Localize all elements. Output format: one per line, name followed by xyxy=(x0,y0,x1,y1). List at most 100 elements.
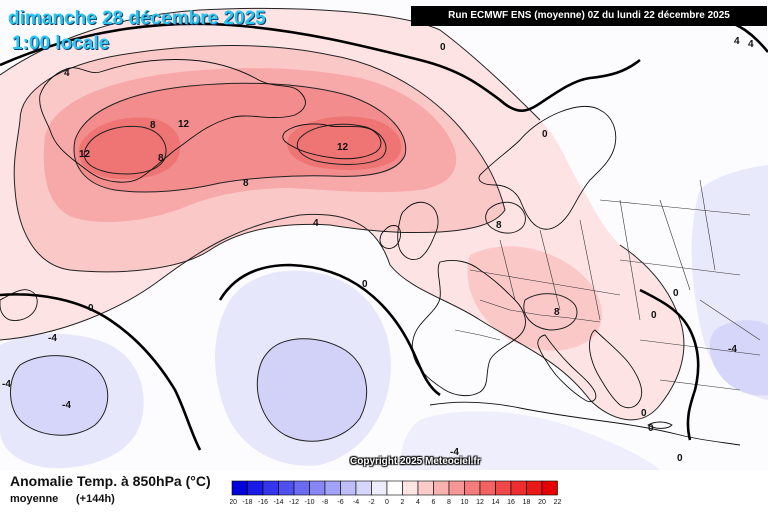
variable-title: Anomalie Temp. à 850hPa (°C) xyxy=(10,473,211,489)
color-scale-tick-label: 12 xyxy=(476,499,484,506)
color-scale-tick-label: 16 xyxy=(507,499,515,506)
thick-line-east xyxy=(639,288,700,441)
temperature-anomaly-map: 0 4 8 12 12 8 12 8 4 0 8 0 0 8 0 0 -4 -4… xyxy=(0,7,768,470)
forecast-date-title: dimanche 28 décembre 2025 xyxy=(8,8,266,29)
forecast-time-title: 1:00 locale xyxy=(12,33,110,54)
color-scale-swatch xyxy=(495,480,512,496)
coastlines xyxy=(0,59,741,446)
contour-label: 8 xyxy=(150,120,156,131)
color-scale-tick-label: -8 xyxy=(322,499,328,506)
contour-label: 4 xyxy=(313,218,319,229)
color-scale-tick-label: -14 xyxy=(273,499,283,506)
color-scale-swatch xyxy=(355,480,372,496)
country-borders xyxy=(454,179,761,391)
color-scale-swatch xyxy=(448,480,465,496)
cold-anomaly-mid-atlantic-core xyxy=(257,338,367,442)
contour-eight-europe xyxy=(485,201,526,234)
color-scale-swatch xyxy=(340,480,357,496)
contour-label: 8 xyxy=(158,153,164,164)
contour-label: 0 xyxy=(677,453,683,464)
color-scale-swatch xyxy=(479,480,496,496)
contour-label: 12 xyxy=(178,119,190,130)
contour-label: 0 xyxy=(542,129,548,140)
color-scale-swatch xyxy=(278,480,295,496)
contour-twelve-iceland xyxy=(296,123,387,165)
border-lines-k xyxy=(619,259,741,276)
cold-anomaly-west-atlantic-core xyxy=(10,355,108,436)
color-scale-swatch xyxy=(510,480,527,496)
contour-twelve-greenland xyxy=(83,125,167,175)
copyright-notice: Copyright 2025 Meteociel.fr xyxy=(350,456,481,467)
contour-label: 0 xyxy=(673,288,679,299)
color-scale-tick-label: 0 xyxy=(385,499,389,506)
contour-label: 12 xyxy=(337,142,349,153)
color-scale-swatch xyxy=(417,480,434,496)
contour-label: -4 xyxy=(450,447,459,458)
border-lines-e xyxy=(579,219,601,321)
contour-label: 0 xyxy=(651,310,657,321)
color-scale-tick-label: -12 xyxy=(289,499,299,506)
legend-footer: Anomalie Temp. à 850hPa (°C) moyenne (+1… xyxy=(0,470,768,512)
color-scale-tick-label: 10 xyxy=(461,499,469,506)
contour-label: -4 xyxy=(62,400,71,411)
contour-label: 4 xyxy=(64,68,70,79)
color-scale-swatch xyxy=(262,480,279,496)
thick-line-norway xyxy=(544,58,641,102)
border-lines-a xyxy=(469,269,621,296)
thick-line-south xyxy=(218,263,441,397)
border-lines-m xyxy=(659,379,741,391)
color-scale-tick-label: -18 xyxy=(242,499,252,506)
contour-label: 8 xyxy=(243,178,249,189)
color-scale-swatch xyxy=(541,480,558,496)
border-lines-g xyxy=(659,199,691,291)
warm-anomaly-4-central-europe xyxy=(467,246,602,351)
color-scale-tick-label: -6 xyxy=(337,499,343,506)
contour-label: 4 xyxy=(734,36,740,47)
british-isles-coast xyxy=(397,201,439,261)
color-scale-tick-label: 14 xyxy=(492,499,500,506)
border-lines-n xyxy=(699,299,761,341)
border-lines-d xyxy=(539,229,561,311)
contour-minus-four-west xyxy=(9,355,109,436)
contour-labels: 0 4 8 12 12 8 12 8 4 0 8 0 0 8 0 0 -4 -4… xyxy=(2,36,754,464)
thick-line-west xyxy=(0,293,202,451)
color-scale-tick-label: 22 xyxy=(554,499,562,506)
contour-four xyxy=(13,45,506,273)
color-scale-swatch xyxy=(231,480,248,496)
thick-line-north xyxy=(0,22,546,112)
contour-label: 0 xyxy=(641,408,647,419)
color-scale-swatch xyxy=(324,480,341,496)
color-scale-tick-label: -2 xyxy=(368,499,374,506)
color-scale-tick-label: 6 xyxy=(432,499,436,506)
warm-anomaly-10-greenland xyxy=(78,117,181,180)
color-scale-swatch xyxy=(526,480,543,496)
contour-label: -4 xyxy=(48,333,57,344)
ireland-coast xyxy=(379,225,401,249)
italy-coast xyxy=(537,334,597,403)
color-scale-tick-label: 4 xyxy=(416,499,420,506)
border-lines-b xyxy=(479,299,601,323)
north-africa-coast xyxy=(429,401,741,446)
contour-label: 8 xyxy=(496,220,502,231)
color-scale-tick-label: 18 xyxy=(523,499,531,506)
color-scale: -20-18-16-14-12-10-8-6-4-202468101214161… xyxy=(230,480,562,506)
contour-label: -4 xyxy=(2,379,11,390)
border-lines-i xyxy=(454,329,501,341)
color-scale-tick-label: -4 xyxy=(353,499,359,506)
contour-eight-alps xyxy=(523,293,578,331)
color-scale-swatch xyxy=(371,480,388,496)
crete-coast xyxy=(647,421,673,429)
border-lines-l xyxy=(639,339,761,356)
color-scale-swatch xyxy=(309,480,326,496)
anomaly-contours xyxy=(0,7,685,442)
border-lines-f xyxy=(619,199,641,321)
contour-label: 0 xyxy=(362,279,368,290)
contour-label: 0 xyxy=(648,423,654,434)
color-scale-tick-label: -16 xyxy=(258,499,268,506)
contour-eight xyxy=(73,82,407,193)
model-run-info: Run ECMWF ENS (moyenne) 0Z du lundi 22 d… xyxy=(411,6,767,26)
contour-label: 12 xyxy=(79,149,91,160)
canada-coast xyxy=(0,289,38,321)
europe-coast xyxy=(411,259,526,397)
contour-label: 0 xyxy=(88,303,94,314)
